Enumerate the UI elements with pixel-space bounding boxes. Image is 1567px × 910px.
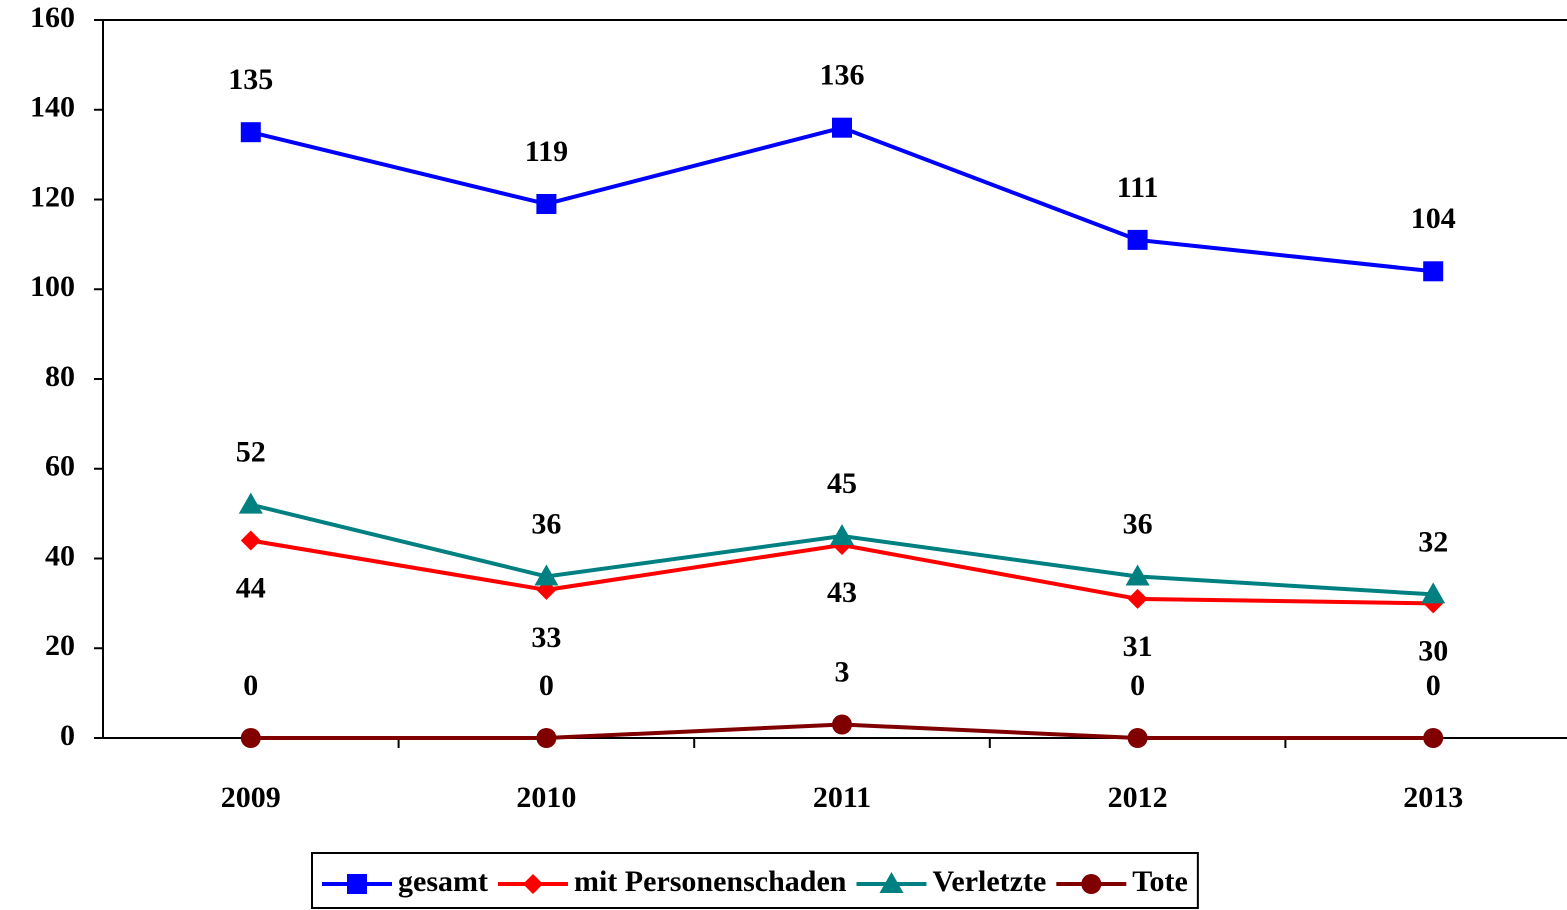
marker <box>1081 874 1102 894</box>
data-label: 36 <box>531 507 561 540</box>
marker <box>240 728 261 748</box>
legend-label: gesamt <box>398 865 488 898</box>
marker <box>240 122 261 143</box>
marker <box>534 564 559 586</box>
y-tick-label: 120 <box>30 180 75 213</box>
x-tick-label: 2010 <box>516 781 576 814</box>
data-label: 31 <box>1123 630 1153 663</box>
data-label: 52 <box>236 436 266 469</box>
y-tick-label: 20 <box>45 629 75 662</box>
x-tick-label: 2012 <box>1108 781 1168 814</box>
marker <box>832 117 852 138</box>
legend: gesamt mit Personenschaden Verletzte Tote <box>311 852 1199 909</box>
data-label: 32 <box>1418 525 1448 558</box>
y-tick-label: 100 <box>30 270 75 303</box>
marker <box>1127 728 1148 748</box>
data-label: 0 <box>1426 669 1441 702</box>
legend-label: Tote <box>1132 865 1188 898</box>
data-label: 3 <box>835 655 850 688</box>
data-label: 45 <box>827 467 857 500</box>
data-label: 136 <box>820 59 865 92</box>
data-label: 119 <box>525 135 568 168</box>
data-label: 36 <box>1123 507 1153 540</box>
x-tick-label: 2011 <box>813 781 871 814</box>
marker <box>830 524 854 546</box>
data-label: 0 <box>539 669 554 702</box>
data-label: 43 <box>827 576 857 609</box>
data-label: 0 <box>1130 669 1145 702</box>
marker <box>1127 229 1148 250</box>
data-label: 111 <box>1117 171 1159 204</box>
marker <box>1423 728 1444 748</box>
data-label: 30 <box>1418 634 1448 667</box>
marker <box>238 492 263 514</box>
data-label: 104 <box>1411 202 1456 235</box>
marker <box>1423 261 1444 282</box>
y-tick-label: 40 <box>45 539 75 572</box>
y-tick-label: 60 <box>45 450 75 483</box>
marker <box>879 872 904 893</box>
legend-box <box>311 852 1199 909</box>
marker <box>522 874 543 894</box>
marker <box>832 714 852 735</box>
data-label: 44 <box>236 571 266 604</box>
x-tick-label: 2009 <box>221 781 281 814</box>
marker <box>240 530 261 551</box>
y-tick-label: 160 <box>30 1 75 34</box>
marker <box>1125 564 1150 586</box>
marker <box>1127 588 1148 609</box>
legend-label: mit Personenschaden <box>574 865 847 898</box>
y-tick-label: 140 <box>30 91 75 124</box>
x-tick-label: 2013 <box>1403 781 1463 814</box>
marker <box>347 874 367 894</box>
legend-label: Verletzte <box>932 865 1046 898</box>
y-tick-label: 80 <box>45 360 75 393</box>
data-label: 135 <box>228 63 273 96</box>
marker <box>536 193 557 214</box>
data-label: 0 <box>243 669 258 702</box>
y-tick-label: 0 <box>60 719 75 752</box>
series-line <box>250 125 1434 274</box>
data-label: 33 <box>531 621 561 654</box>
marker <box>536 728 557 748</box>
marker <box>1421 582 1446 604</box>
